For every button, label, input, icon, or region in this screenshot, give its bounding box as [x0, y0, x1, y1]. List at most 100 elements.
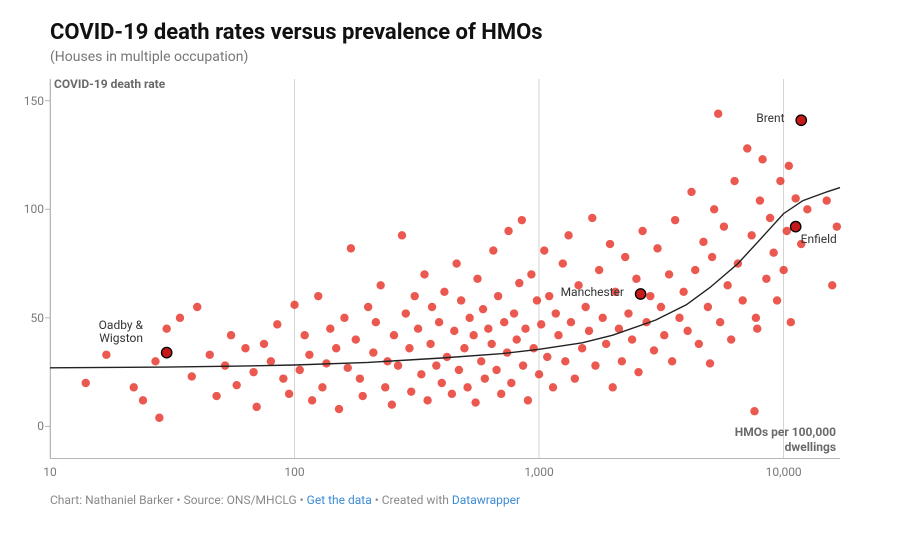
y-tick-label: 150 — [24, 94, 44, 108]
data-point — [714, 110, 722, 118]
data-point — [414, 325, 422, 333]
data-point — [448, 390, 456, 398]
y-tick-label: 100 — [24, 202, 44, 216]
data-point — [769, 249, 777, 257]
data-point — [435, 318, 443, 326]
data-point — [609, 383, 617, 391]
data-point — [683, 327, 691, 335]
data-point — [828, 281, 836, 289]
data-point — [356, 374, 364, 382]
data-point — [518, 216, 526, 224]
data-point — [82, 379, 90, 387]
data-point — [595, 266, 603, 274]
data-point — [653, 244, 661, 252]
data-point — [102, 351, 110, 359]
data-point — [492, 366, 500, 374]
data-point — [665, 270, 673, 278]
data-point — [591, 361, 599, 369]
annotated-point — [790, 221, 800, 231]
data-point — [510, 309, 518, 317]
data-point — [279, 374, 287, 382]
data-point — [791, 194, 799, 202]
footer-datawrapper-link[interactable]: Datawrapper — [452, 493, 520, 507]
footer-sep: • — [297, 493, 307, 507]
x-tick-label: 10,000 — [766, 465, 802, 479]
data-point — [543, 353, 551, 361]
data-point — [687, 188, 695, 196]
data-point — [598, 314, 606, 322]
data-point — [473, 275, 481, 283]
data-point — [481, 374, 489, 382]
x-tick-label: 10 — [43, 465, 57, 479]
annotated-point — [796, 115, 806, 125]
data-point — [252, 403, 260, 411]
footer-chartby: Nathaniel Barker — [85, 493, 173, 507]
data-point — [606, 240, 614, 248]
data-point — [469, 331, 477, 339]
data-point — [290, 301, 298, 309]
data-point — [716, 318, 724, 326]
data-point — [455, 366, 463, 374]
data-point — [699, 238, 707, 246]
data-point — [162, 325, 170, 333]
x-tick-label: 1,000 — [524, 465, 553, 479]
data-point — [779, 266, 787, 274]
data-point — [305, 351, 313, 359]
data-point — [308, 396, 316, 404]
footer-chartby-label: Chart: — [50, 493, 85, 507]
data-point — [155, 414, 163, 422]
data-point — [727, 335, 735, 343]
footer-getdata-link[interactable]: Get the data — [307, 493, 372, 507]
data-point — [787, 318, 795, 326]
data-point — [212, 392, 220, 400]
data-point — [766, 214, 774, 222]
data-point — [776, 177, 784, 185]
data-point — [465, 314, 473, 322]
data-point — [381, 383, 389, 391]
data-point — [571, 374, 579, 382]
data-point — [335, 405, 343, 413]
data-point — [519, 361, 527, 369]
data-point — [372, 318, 380, 326]
data-point — [477, 357, 485, 365]
data-point — [638, 227, 646, 235]
data-point — [432, 361, 440, 369]
data-point — [588, 214, 596, 222]
data-point — [176, 314, 184, 322]
data-point — [452, 259, 460, 267]
data-point — [783, 227, 791, 235]
chart-title: COVID-19 death rates versus prevalence o… — [50, 20, 850, 45]
data-point — [487, 340, 495, 348]
data-point — [332, 344, 340, 352]
y-axis-title: COVID-19 death rate — [54, 77, 165, 91]
data-point — [193, 303, 201, 311]
data-point — [529, 344, 537, 352]
data-point — [417, 370, 425, 378]
x-tick-label: 100 — [284, 465, 304, 479]
footer-source-label: Source: — [184, 493, 227, 507]
data-point — [260, 340, 268, 348]
data-point — [326, 325, 334, 333]
data-point — [450, 327, 458, 335]
data-point — [249, 368, 257, 376]
data-point — [660, 331, 668, 339]
data-point — [624, 309, 632, 317]
data-point — [602, 340, 610, 348]
data-point — [521, 325, 529, 333]
data-point — [479, 305, 487, 313]
data-point — [504, 227, 512, 235]
data-point — [340, 314, 348, 322]
data-point — [364, 303, 372, 311]
data-point — [407, 387, 415, 395]
data-point — [545, 292, 553, 300]
data-point — [554, 331, 562, 339]
data-point — [833, 222, 841, 230]
data-point — [376, 281, 384, 289]
data-point — [463, 383, 471, 391]
data-point — [460, 344, 468, 352]
data-point — [723, 281, 731, 289]
y-tick-label: 50 — [31, 311, 45, 325]
data-point — [232, 381, 240, 389]
data-point — [752, 314, 760, 322]
data-point — [388, 401, 396, 409]
